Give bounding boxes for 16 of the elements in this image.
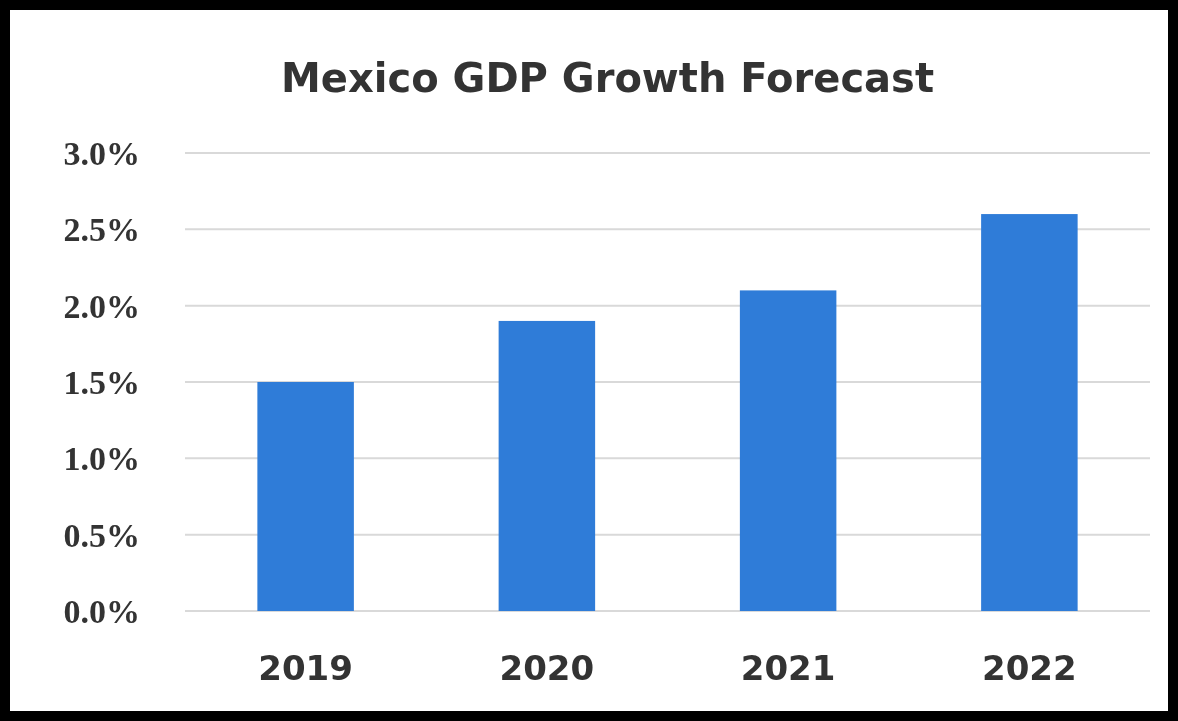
bar — [257, 382, 354, 611]
bar — [498, 320, 596, 611]
y-tick-label: 2.5% — [63, 211, 140, 249]
x-tick-label: 2019 — [258, 648, 353, 688]
bar — [981, 214, 1078, 611]
y-tick-label: 1.0% — [63, 440, 140, 478]
y-tick-label: 0.5% — [63, 516, 140, 554]
x-tick-label: 2022 — [982, 648, 1077, 688]
x-tick-label: 2020 — [499, 648, 595, 688]
bar — [739, 290, 837, 611]
y-tick-label: 3.0% — [63, 134, 140, 172]
y-tick-label: 2.0% — [63, 287, 140, 325]
y-tick-label: 0.0% — [63, 592, 140, 630]
y-tick-label: 1.5% — [63, 363, 140, 401]
chart-title: Mexico GDP Growth Forecast — [280, 55, 935, 101]
x-tick-label: 2021 — [740, 648, 836, 688]
